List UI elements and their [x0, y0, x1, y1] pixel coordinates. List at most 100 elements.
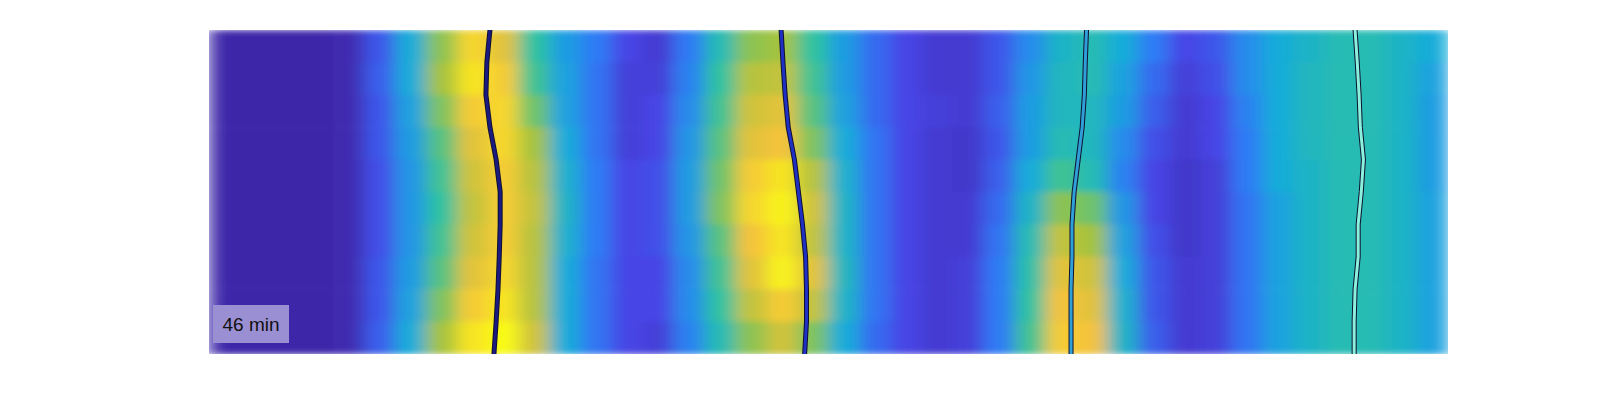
- heatmap-cell: [1262, 289, 1294, 322]
- heatmap-cell: [921, 192, 953, 225]
- heatmap-cell: [612, 160, 644, 193]
- heatmap-cell: [643, 160, 675, 193]
- heatmap-cell: [519, 62, 551, 95]
- traces: [486, 30, 1364, 354]
- heatmap-cell: [736, 30, 768, 63]
- heatmap-cell: [952, 95, 984, 128]
- heatmap-cell: [1169, 160, 1201, 193]
- heatmap-cell: [859, 322, 891, 354]
- heatmap-cell: [395, 289, 427, 322]
- heatmap-cell: [1107, 224, 1139, 257]
- heatmap-cell: [395, 30, 427, 63]
- heatmap-cell: [1262, 62, 1294, 95]
- heatmap-cell: [395, 224, 427, 257]
- heatmap-cell: [333, 192, 365, 225]
- heatmap-cell: [983, 192, 1015, 225]
- heatmap-cell: [829, 127, 861, 160]
- heatmap-cell: [488, 30, 520, 63]
- heatmap-cell: [1014, 257, 1046, 290]
- heatmap-cell: [1417, 30, 1448, 63]
- heatmap-cell: [1138, 62, 1170, 95]
- heatmap-cell: [890, 322, 922, 354]
- heatmap-cell: [952, 224, 984, 257]
- heatmap-cell: [519, 192, 551, 225]
- heatmap-cell: [767, 289, 799, 322]
- heatmap-cell: [302, 192, 334, 225]
- heatmap-cell: [1014, 30, 1046, 63]
- heatmap-cell: [736, 224, 768, 257]
- heatmap-cell: [457, 192, 489, 225]
- heatmap-cell: [581, 127, 613, 160]
- heatmap-cell: [333, 289, 365, 322]
- heatmap-cell: [705, 224, 737, 257]
- heatmap-cell: [1293, 95, 1325, 128]
- heatmap-cell: [643, 192, 675, 225]
- heatmap-cell: [457, 160, 489, 193]
- heatmap-cell: [643, 127, 675, 160]
- heatmap-cell: [240, 192, 272, 225]
- heatmap-cell: [1045, 62, 1077, 95]
- plot-area: [209, 30, 1448, 354]
- heatmap-cell: [1107, 95, 1139, 128]
- heatmap-cell: [1076, 289, 1108, 322]
- heatmap-cell: [1107, 30, 1139, 63]
- heatmap-cell: [426, 160, 458, 193]
- heatmap-cell: [1293, 257, 1325, 290]
- heatmap-cell: [364, 224, 396, 257]
- heatmap-cell: [829, 95, 861, 128]
- heatmap-cell: [736, 95, 768, 128]
- heatmap-cell: [1231, 257, 1263, 290]
- heatmap-cell: [1293, 289, 1325, 322]
- heatmap-cell: [550, 30, 582, 63]
- heatmap-cell: [1417, 257, 1448, 290]
- heatmap-cell: [333, 322, 365, 354]
- heatmap-cell: [1417, 322, 1448, 354]
- heatmap-cell: [581, 322, 613, 354]
- heatmap-cell: [767, 224, 799, 257]
- heatmap-cell: [1076, 192, 1108, 225]
- heatmap-cell: [1107, 192, 1139, 225]
- heatmap-cell: [1324, 160, 1356, 193]
- heatmap-cell: [736, 160, 768, 193]
- heatmap-cell: [705, 30, 737, 63]
- heatmap-cell: [1076, 62, 1108, 95]
- heatmap-cell: [1138, 30, 1170, 63]
- heatmap-cell: [1386, 289, 1418, 322]
- heatmap-cell: [798, 160, 830, 193]
- heatmap-cell: [1386, 160, 1418, 193]
- heatmap-cell: [240, 224, 272, 257]
- heatmap-cell: [1293, 322, 1325, 354]
- heatmap-cell: [302, 224, 334, 257]
- heatmap-cell: [1169, 224, 1201, 257]
- heatmap-cell: [674, 95, 706, 128]
- heatmap-cell: [612, 127, 644, 160]
- heatmap-cell: [983, 160, 1015, 193]
- heatmap-cell: [798, 257, 830, 290]
- heatmap-cell: [705, 257, 737, 290]
- heatmap-cell: [364, 127, 396, 160]
- heatmap-cell: [550, 224, 582, 257]
- heatmap-cell: [1200, 127, 1232, 160]
- heatmap-cell: [1014, 95, 1046, 128]
- heatmap-cell: [302, 322, 334, 354]
- heatmap-cell: [983, 224, 1015, 257]
- heatmap-cell: [395, 62, 427, 95]
- heatmap-cell: [1014, 192, 1046, 225]
- heatmap-cell: [1169, 322, 1201, 354]
- heatmap-cell: [1014, 160, 1046, 193]
- heatmap-cell: [1107, 127, 1139, 160]
- trace-outline: [1071, 30, 1086, 354]
- heatmap-cell: [612, 289, 644, 322]
- heatmap-cell: [1386, 257, 1418, 290]
- heatmap-cell: [302, 289, 334, 322]
- heatmap-cell: [1107, 257, 1139, 290]
- heatmap-cell: [1200, 322, 1232, 354]
- chart-svg: 46 min: [0, 0, 1600, 400]
- heatmap-cell: [333, 160, 365, 193]
- heatmap-cell: [1014, 322, 1046, 354]
- heatmap-cell: [829, 289, 861, 322]
- heatmap-cell: [426, 192, 458, 225]
- heatmap-cell: [519, 160, 551, 193]
- heatmap-cell: [1355, 30, 1387, 63]
- trace: [1071, 30, 1086, 354]
